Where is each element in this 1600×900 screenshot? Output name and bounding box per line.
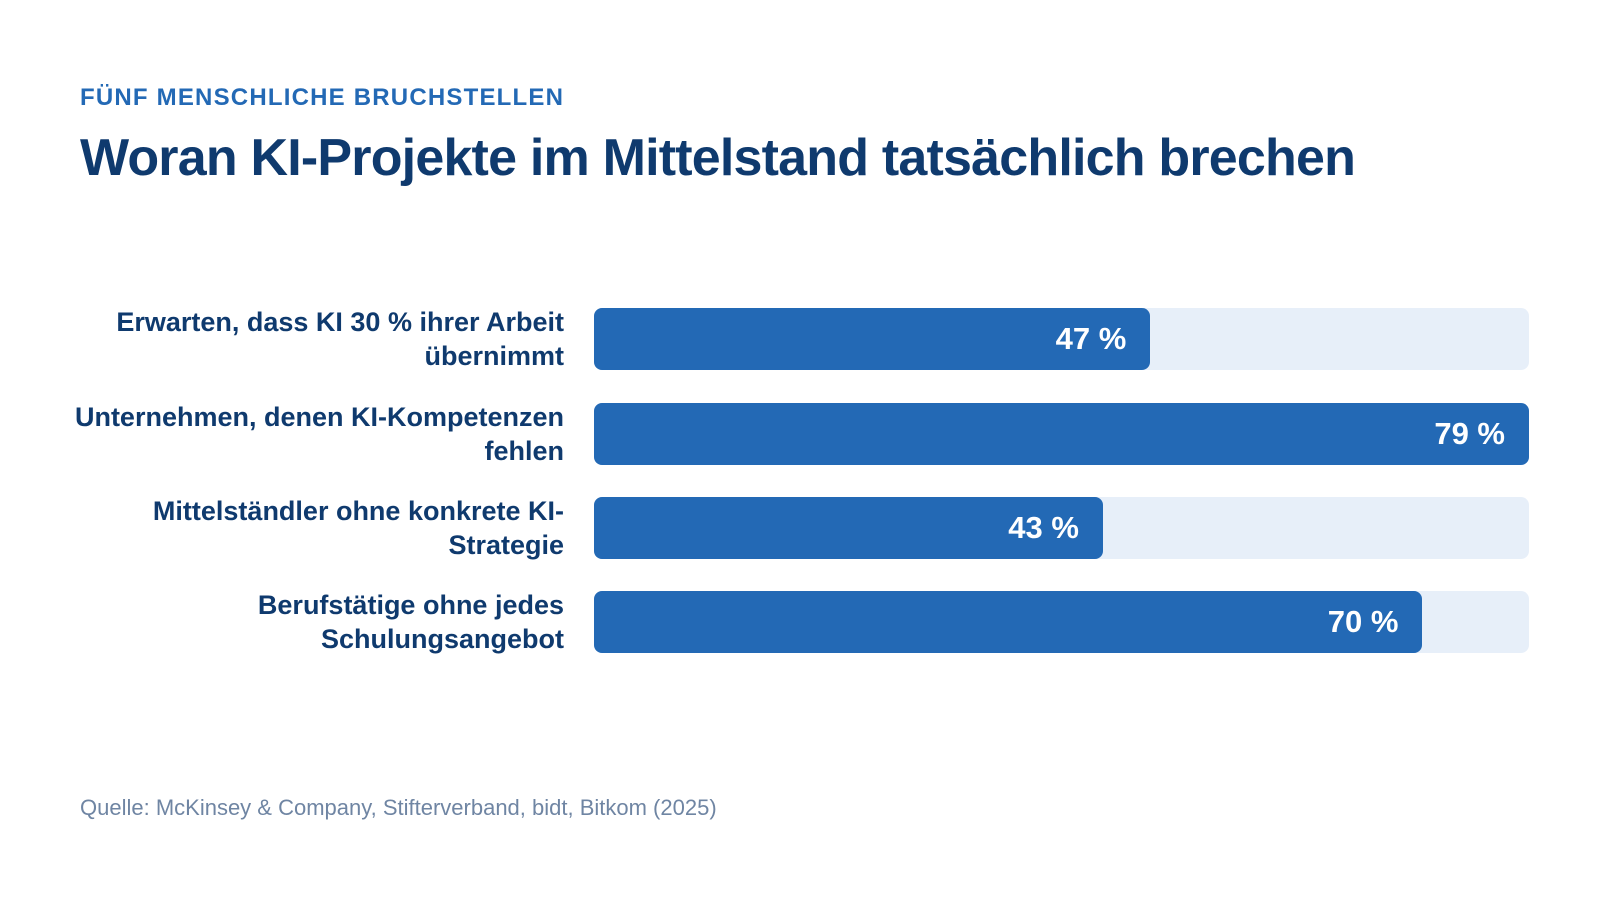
bar-value-label: 79 % xyxy=(1434,416,1505,451)
bar-track: 70 % xyxy=(594,591,1529,653)
bar-value-label: 43 % xyxy=(1008,510,1079,545)
bar: 70 % xyxy=(594,591,1423,653)
bar-track: 47 % xyxy=(594,308,1529,370)
bar-value-label: 70 % xyxy=(1327,604,1399,639)
chart-title: Woran KI-Projekte im Mittelstand tatsäch… xyxy=(80,129,1356,187)
bar: 79 % xyxy=(594,403,1529,465)
category-label: Mittelständler ohne konkrete KI-Strategi… xyxy=(152,496,564,560)
category-label: Erwarten, dass KI 30 % ihrer Arbeit über… xyxy=(116,307,564,371)
bar-track: 79 % xyxy=(594,403,1529,465)
bar: 43 % xyxy=(594,497,1103,559)
bar-track: 43 % xyxy=(594,497,1529,559)
category-label: Berufstätige ohne jedes Schulungsangebot xyxy=(257,590,564,654)
chart-eyebrow: FÜNF MENSCHLICHE BRUCHSTELLEN xyxy=(80,84,565,111)
category-label: Unternehmen, denen KI-Kompetenzen fehlen xyxy=(74,402,564,466)
source-note: Quelle: McKinsey & Company, Stifterverba… xyxy=(80,795,717,820)
bar: 47 % xyxy=(594,308,1151,370)
bar-value-label: 47 % xyxy=(1055,321,1127,356)
